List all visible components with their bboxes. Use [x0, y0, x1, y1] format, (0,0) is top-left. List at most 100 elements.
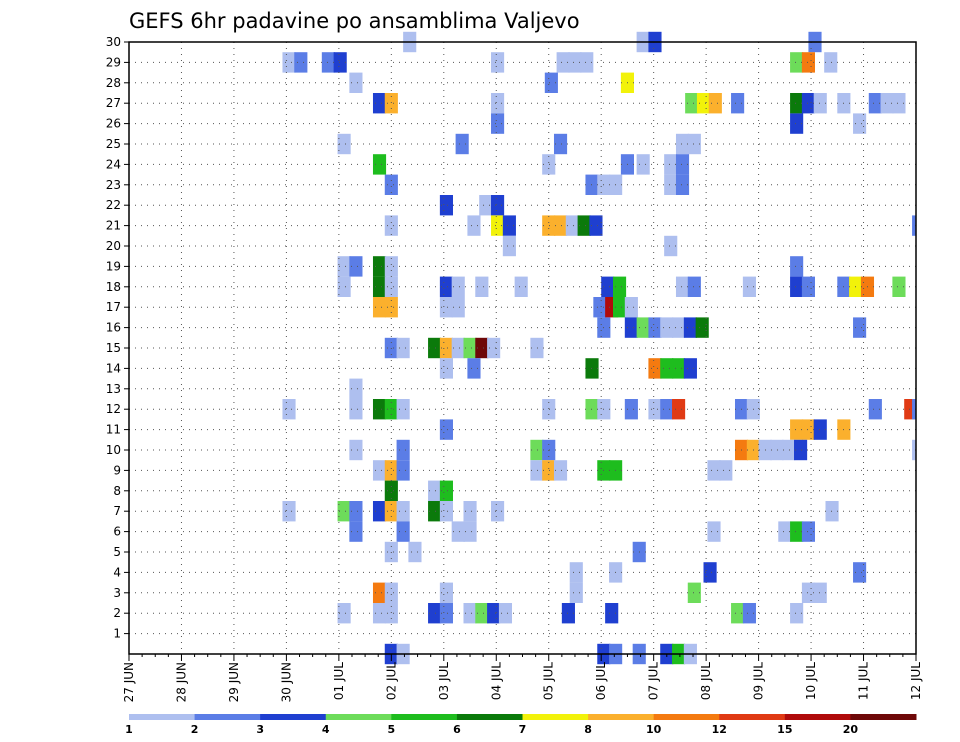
y-tick-label: 19 — [106, 259, 121, 273]
heatmap-cell — [439, 480, 453, 501]
heatmap-cell — [813, 93, 827, 114]
heatmap-cell — [491, 501, 505, 522]
colorbar-label: 4 — [322, 723, 330, 736]
heatmap-cell — [349, 378, 363, 399]
heatmap-cell — [708, 93, 722, 114]
x-tick-label: 12 JUL — [909, 662, 923, 700]
heatmap-cell — [542, 154, 556, 175]
heatmap-cell — [321, 52, 335, 73]
heatmap-cell — [912, 439, 916, 461]
y-tick-label: 23 — [106, 178, 121, 192]
heatmap-cell — [451, 297, 465, 318]
heatmap-cell — [825, 501, 839, 522]
heatmap-cell — [853, 113, 867, 134]
heatmap-cell — [384, 93, 398, 114]
heatmap-cell — [868, 93, 882, 114]
heatmap-cell — [455, 133, 469, 155]
heatmap-cell — [585, 174, 599, 195]
heatmap-cell — [349, 256, 363, 277]
heatmap-cell — [790, 256, 804, 277]
x-tick-label: 10 JUL — [804, 662, 818, 700]
y-tick-label: 8 — [113, 484, 121, 498]
colorbar-label: 1 — [125, 723, 133, 736]
heatmap-cell — [770, 439, 784, 461]
heatmap-cell — [530, 337, 544, 359]
heatmap-cell — [491, 52, 505, 73]
heatmap-cell — [451, 521, 465, 542]
heatmap-cell — [782, 439, 796, 461]
heatmap-cell — [463, 521, 477, 542]
heatmap-cell — [439, 603, 453, 624]
heatmap-cell — [672, 399, 686, 420]
heatmap-cell — [487, 337, 501, 359]
colorbar-swatch — [850, 714, 917, 720]
heatmap-cell — [372, 501, 387, 522]
heatmap-cell — [553, 133, 568, 155]
heatmap-cell — [282, 52, 296, 73]
heatmap-cell — [396, 399, 410, 420]
y-tick-label: 26 — [106, 117, 121, 131]
y-tick-label: 12 — [106, 402, 121, 416]
heatmap-cell — [824, 52, 838, 73]
heatmap-cell — [778, 521, 792, 542]
heatmap-cell — [384, 582, 398, 603]
colorbar-label: 12 — [712, 723, 727, 736]
heatmap-cell — [451, 276, 465, 297]
heatmap-cell — [593, 297, 607, 318]
heatmap-cell — [790, 276, 804, 297]
heatmap-cell — [349, 399, 363, 420]
heatmap-cell — [585, 399, 599, 420]
heatmap-cell — [384, 480, 398, 501]
heatmap-cell — [790, 603, 804, 624]
heatmap-cell — [384, 501, 398, 522]
y-tick-label: 28 — [106, 76, 121, 90]
heatmap-cell — [568, 52, 582, 73]
heatmap-cell — [675, 154, 690, 175]
x-tick-label: 09 JUL — [752, 662, 766, 700]
y-tick-label: 11 — [106, 423, 121, 437]
heatmap-cell — [624, 399, 638, 420]
heatmap-cell — [868, 399, 882, 420]
heatmap-cell — [463, 337, 477, 359]
heatmap-cell — [675, 276, 690, 297]
heatmap-cell — [337, 276, 351, 297]
heatmap-cell — [801, 276, 815, 297]
heatmap-cell — [892, 93, 906, 114]
y-tick-label: 14 — [106, 361, 121, 375]
colorbar-swatch — [194, 714, 261, 720]
heatmap-cell — [439, 276, 453, 297]
heatmap-cell — [491, 195, 505, 216]
heatmap-cell — [384, 215, 398, 236]
heatmap-cell — [439, 297, 453, 318]
heatmap-cell — [813, 419, 827, 440]
heatmap-cell — [801, 93, 815, 114]
y-tick-label: 30 — [106, 35, 121, 49]
heatmap-cell — [372, 297, 387, 318]
heatmap-cell — [683, 358, 697, 379]
y-tick-label: 22 — [106, 198, 121, 212]
heatmap-cell — [372, 154, 387, 175]
heatmap-cell — [585, 358, 599, 379]
x-tick-label: 27 JUN — [122, 662, 136, 702]
colorbar-swatch — [325, 714, 392, 720]
heatmap-cell — [384, 297, 398, 318]
grid — [129, 41, 916, 654]
chart-title: GEFS 6hr padavine po ansamblima Valjevo — [129, 9, 580, 33]
heatmap-cell — [372, 399, 387, 420]
x-tick-label: 08 JUL — [699, 662, 713, 700]
colorbar-swatch — [260, 714, 327, 720]
heatmap-cell — [396, 501, 410, 522]
heatmap-cell — [790, 419, 804, 440]
heatmap-cell — [491, 113, 505, 134]
x-tick-label: 07 JUL — [647, 662, 661, 700]
heatmap-cell — [790, 52, 804, 73]
x-tick-label: 29 JUN — [227, 662, 241, 702]
heatmap-cell — [439, 419, 453, 440]
heatmap-cell — [904, 399, 916, 420]
y-tick-label: 5 — [113, 545, 121, 559]
y-tick-label: 6 — [113, 525, 121, 539]
heatmap-cell — [337, 603, 351, 624]
heatmap-cell — [349, 501, 363, 522]
heatmap-cell — [801, 419, 815, 440]
y-tick-label: 13 — [106, 382, 121, 396]
